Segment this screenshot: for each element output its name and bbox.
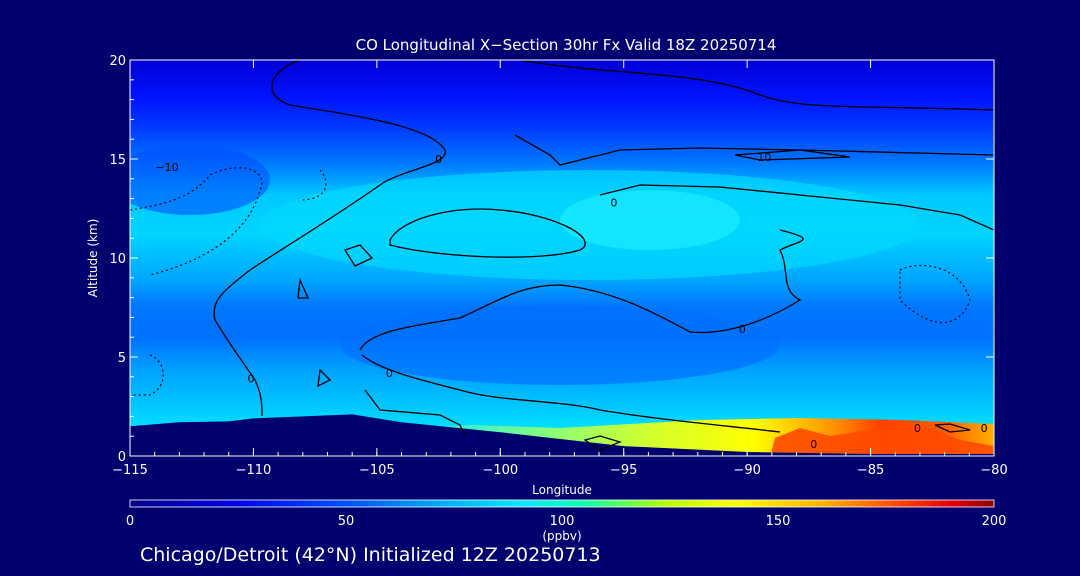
- negative-contours: [130, 167, 971, 396]
- contour-label: −10: [155, 161, 178, 174]
- co-western-minimum: [130, 145, 270, 215]
- contour-label: 0: [610, 197, 617, 210]
- y-tick-label: 10: [109, 252, 126, 267]
- x-tick-label: −115: [112, 463, 148, 478]
- contour-label: 0: [386, 367, 393, 380]
- axis-ticks: [129, 59, 995, 457]
- x-tick-label: −95: [610, 463, 637, 478]
- contour-mid-loop: [389, 208, 586, 258]
- y-tick-label: 0: [118, 450, 126, 465]
- x-tick-label: −90: [733, 463, 760, 478]
- y-tick-label: 20: [109, 54, 126, 69]
- contour-small-loop: [297, 277, 310, 299]
- colorbar: [129, 499, 995, 508]
- co-field: −10 0 0 0 0 0 10 0 0 0: [130, 60, 994, 456]
- chart-title: CO Longitudinal X−Section 30hr Fx Valid …: [356, 36, 777, 54]
- contour-surface-loop: [583, 435, 622, 451]
- co-core-maximum: [560, 190, 740, 250]
- contour-label: 0: [810, 438, 817, 451]
- colorbar-tick-label: 100: [550, 514, 575, 529]
- colorbar-tick-label: 150: [766, 514, 791, 529]
- contour-zero-west: [213, 60, 446, 417]
- colorbar-tick-label: 0: [126, 514, 134, 529]
- colorbar-tick-labels: 0 50 100 150 200: [126, 514, 1007, 529]
- terrain: [130, 414, 994, 456]
- colorbar-units-label: (ppbv): [542, 529, 581, 543]
- y-tick-labels: 0 5 10 15 20: [109, 54, 126, 465]
- co-surface-maximum: [770, 428, 994, 456]
- contour-label: 0: [739, 323, 746, 336]
- x-tick-label: −105: [359, 463, 395, 478]
- contour-zero-low: [361, 354, 781, 433]
- contour-label: 0: [247, 373, 254, 386]
- contour-zero-middle: [359, 229, 804, 351]
- y-tick-label: 15: [109, 153, 126, 168]
- contour-labels: −10 0 0 0 0 0 10 0 0 0: [155, 151, 987, 451]
- contour-label: 0: [914, 422, 921, 435]
- contour-zero-surface: [364, 389, 466, 437]
- contours: [213, 60, 994, 451]
- x-tick-labels: −115 −110 −105 −100 −95 −90 −85 −80: [112, 463, 1008, 478]
- x-tick-label: −85: [857, 463, 884, 478]
- contour-label: 0: [435, 153, 442, 166]
- contour-minus-ten: [299, 169, 327, 201]
- colorbar-tick-label: 200: [982, 514, 1007, 529]
- contour-ten: [734, 149, 851, 161]
- x-axis-label: Longitude: [532, 483, 592, 497]
- contour-surface-loop: [934, 423, 971, 433]
- contour-small-loop: [317, 368, 332, 388]
- contour-small-loop: [344, 244, 374, 267]
- x-tick-label: −110: [236, 463, 272, 478]
- contour-label: 0: [981, 422, 988, 435]
- contour-upper: [519, 60, 994, 111]
- contour-minus-ten: [133, 354, 164, 396]
- colorbar-tick-label: 50: [338, 514, 355, 529]
- y-axis-label: Altitude (km): [86, 219, 100, 298]
- x-tick-label: −100: [482, 463, 518, 478]
- y-tick-label: 5: [118, 351, 126, 366]
- co-low-level-minimum: [340, 305, 780, 385]
- x-tick-label: −80: [980, 463, 1007, 478]
- contour-upper-zero: [599, 184, 994, 231]
- footer-caption: Chicago/Detroit (42°N) Initialized 12Z 2…: [140, 544, 601, 566]
- contour-label: 10: [757, 151, 771, 164]
- contour-minus-ten: [899, 264, 971, 323]
